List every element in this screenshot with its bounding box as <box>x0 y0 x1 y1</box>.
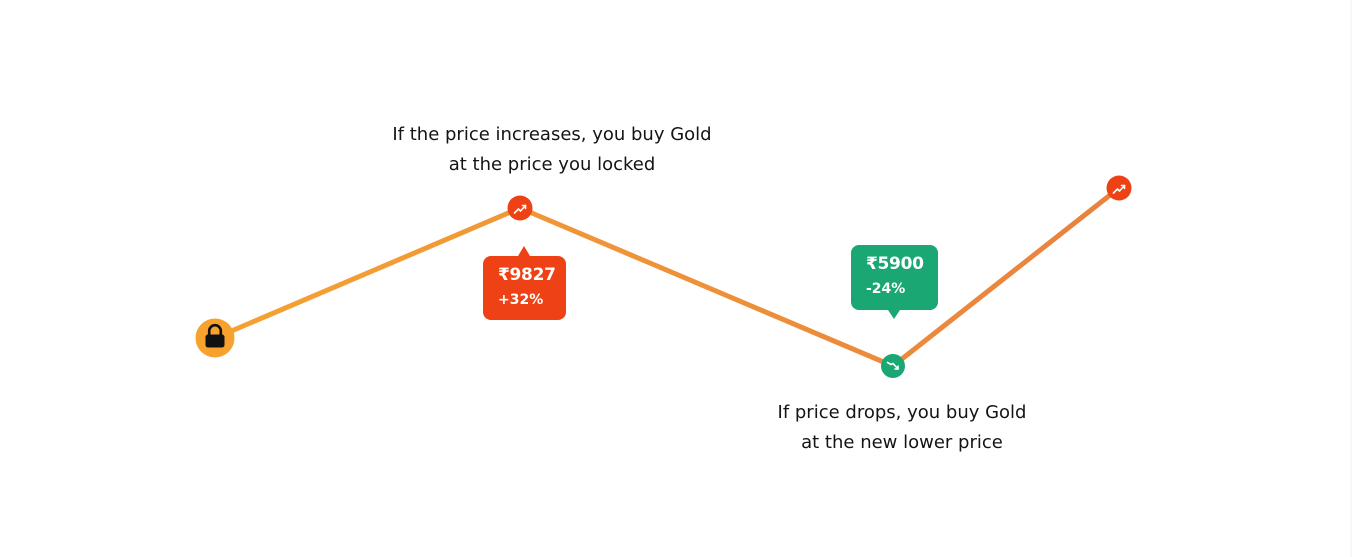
price-increase-caption: If the price increases, you buy Gold at … <box>352 120 752 180</box>
price-trend-line <box>212 185 1122 369</box>
increased-price-value: ₹9827 <box>498 265 556 285</box>
trending-up-icon <box>1112 184 1126 194</box>
price-increase-tag: ₹9827 +32% <box>483 246 566 320</box>
price-increase-marker <box>507 195 533 221</box>
price-increase-caption-line-1: If the price increases, you buy Gold <box>392 124 712 145</box>
price-drop-marker <box>881 354 905 378</box>
end-rise-marker <box>1106 175 1132 201</box>
dropped-price-value: ₹5900 <box>866 254 924 274</box>
increased-price-change: +32% <box>498 292 544 308</box>
right-edge-divider <box>1350 0 1352 557</box>
price-increase-caption-line-2: at the price you locked <box>448 154 656 175</box>
price-drop-tag: ₹5900 -24% <box>851 245 938 319</box>
price-drop-caption-line-2: at the new lower price <box>801 432 1003 453</box>
dropped-price-change: -24% <box>866 281 906 297</box>
price-drop-caption-line-1: If price drops, you buy Gold <box>777 402 1027 423</box>
price-drop-caption: If price drops, you buy Gold at the new … <box>702 398 1102 458</box>
trending-up-icon <box>513 204 527 214</box>
trending-down-icon <box>886 361 899 370</box>
lock-icon <box>205 323 225 348</box>
lock-marker <box>195 318 235 358</box>
